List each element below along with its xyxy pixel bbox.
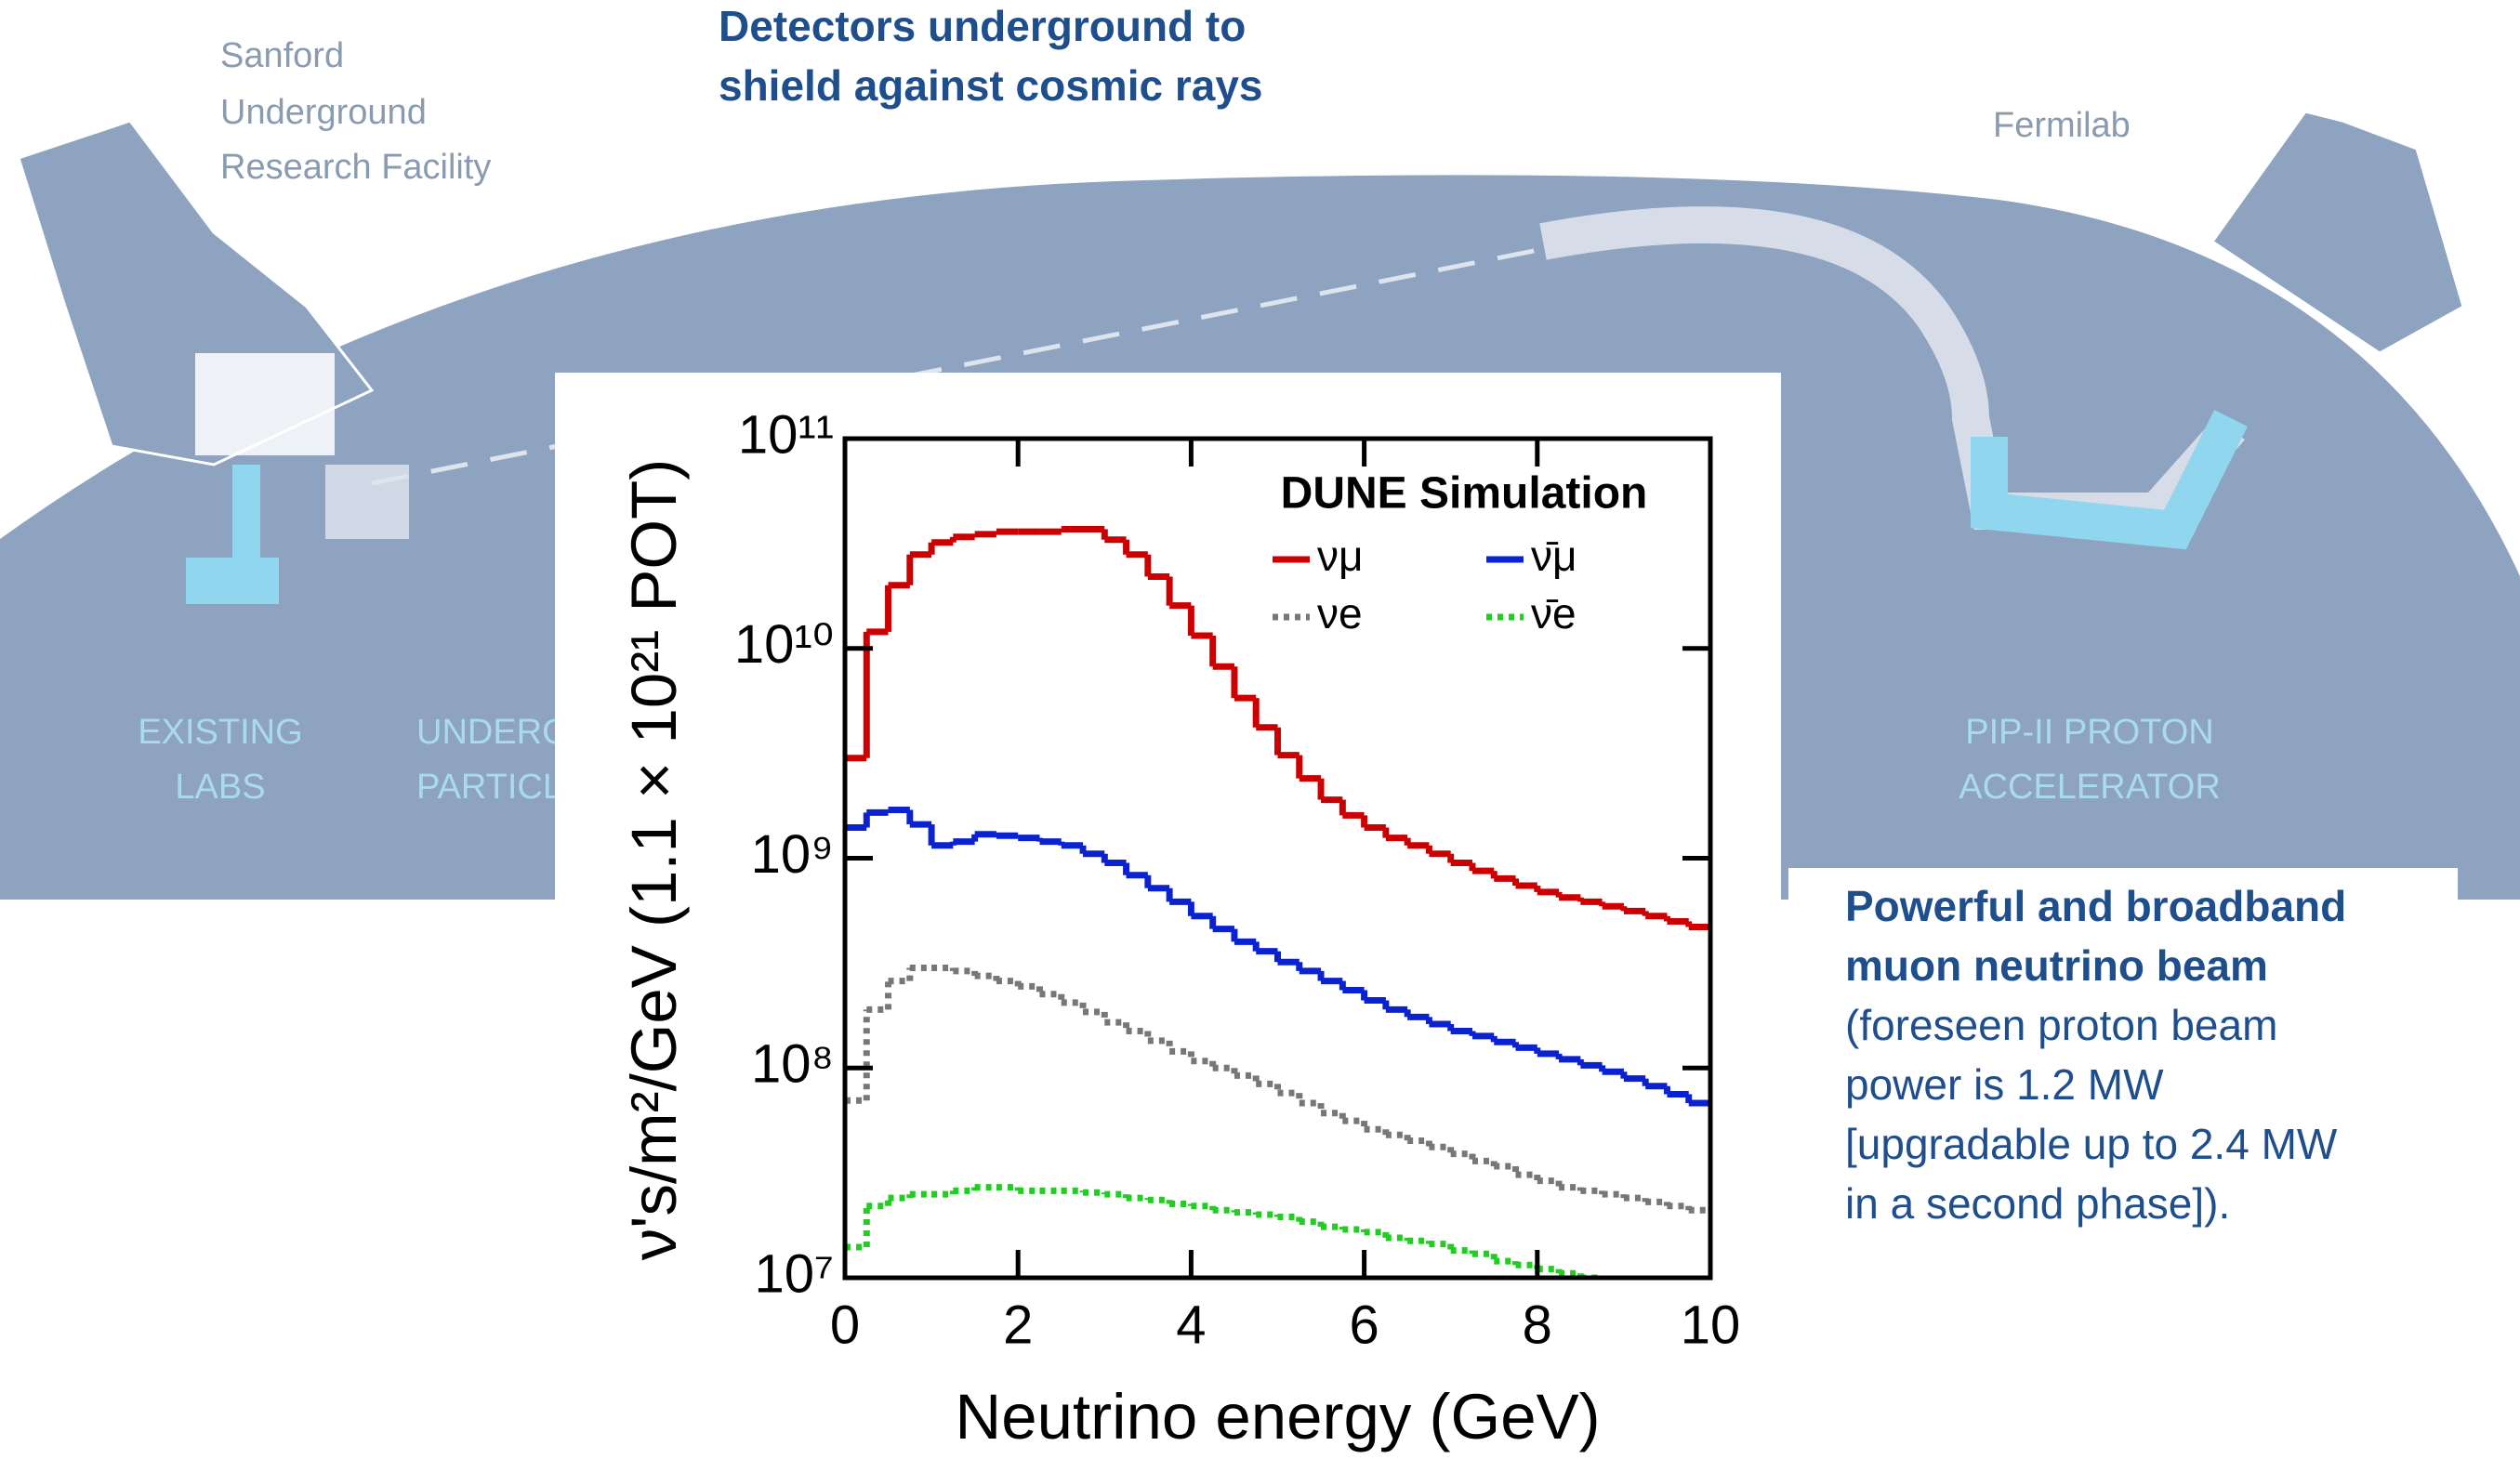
legend-label: νe [1317, 589, 1363, 637]
y-tick-label: 10⁹ [751, 824, 834, 885]
series [845, 1184, 1603, 1278]
x-tick-label: 6 [1349, 1295, 1379, 1355]
note-line: power is 1.2 MW [1845, 1060, 2164, 1109]
note-box [1788, 868, 2458, 1295]
legend-label: νμ [1317, 532, 1364, 580]
annotation: DUNE Simulation [1281, 469, 1648, 519]
chart-panel [555, 373, 1781, 1459]
diagram-label: LABS [175, 768, 265, 807]
series [845, 806, 1710, 1107]
x-tick-label: 8 [1523, 1295, 1552, 1355]
chart: 10⁷ 10⁸ 10⁹ 10¹⁰ 10¹¹ 0 2 4 6 8 10 Neutrino energy … [618, 404, 1740, 1452]
y-tick-label: 10¹⁰ [734, 614, 834, 675]
x-axis-label: Neutrino energy (GeV) [955, 1381, 1600, 1452]
y-axis-label: ν's/m²/GeV (1.1 × 10²¹ POT) [618, 459, 690, 1260]
diagram-label: EXISTING [138, 713, 302, 752]
note: Powerful and broadband muon neutrino beam… [1845, 882, 2346, 1228]
site-label: Underground [220, 93, 427, 132]
detector-block [325, 465, 409, 539]
x-tick-label: 0 [830, 1295, 860, 1355]
beam-tunnel [1539, 206, 2245, 530]
series [845, 525, 1710, 931]
accelerator-shape [1971, 410, 2248, 550]
existing-labs-shape [186, 465, 279, 604]
site-label: Fermilab [1993, 106, 2131, 145]
note-line: Powerful and broadband [1845, 882, 2346, 930]
fermilab-building [2210, 110, 2465, 355]
site-label: Research Facility [220, 148, 491, 187]
note-line: (foreseen proton beam [1845, 1001, 2277, 1049]
series [845, 965, 1710, 1214]
legend-label: ν̄e [1531, 589, 1577, 637]
y-tick-label: 10⁷ [755, 1243, 835, 1304]
headline: Detectors underground to [719, 2, 1246, 50]
x-tick-label: 10 [1681, 1295, 1741, 1355]
x-tick-label: 2 [1003, 1295, 1033, 1355]
note-line: [upgradable up to 2.4 MW [1845, 1120, 2338, 1168]
lab-block [195, 353, 335, 455]
x-tick-label: 4 [1176, 1295, 1206, 1355]
note-line: in a second phase]). [1845, 1179, 2230, 1228]
note-line: muon neutrino beam [1845, 941, 2268, 990]
plot-area [845, 525, 1710, 1278]
headline: shield against cosmic rays [719, 61, 1263, 110]
legend-label: ν̄μ [1531, 532, 1577, 580]
y-tick-label: 10¹¹ [738, 404, 834, 465]
site-label: Sanford [220, 36, 344, 75]
y-tick-label: 10⁸ [751, 1034, 834, 1095]
diagram-label: ACCELERATOR [1959, 768, 2221, 807]
diagram-label: PIP-II PROTON [1965, 713, 2213, 752]
